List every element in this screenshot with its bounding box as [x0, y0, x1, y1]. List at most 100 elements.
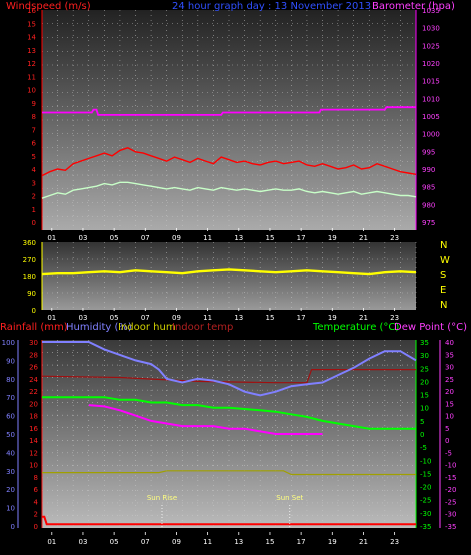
temp-ytick-0: 0	[420, 431, 424, 439]
rain-ytick-18: 18	[29, 413, 38, 421]
direction-x-tick-23: 23	[390, 314, 399, 322]
direction-x-tick-09: 09	[172, 314, 181, 322]
wind-x-tick-19: 19	[328, 234, 337, 242]
lower-ylabel-3: Indoor temp	[172, 322, 233, 333]
temp-ytick--10: -10	[420, 457, 431, 465]
humidity-ytick-100: 100	[2, 339, 15, 347]
temp-x-tick-05: 05	[110, 538, 119, 546]
dew-ytick--25: -25	[445, 498, 456, 506]
rain-ytick-6: 6	[34, 486, 39, 494]
temp-x-tick-21: 21	[359, 538, 368, 546]
wind-ytick-9: 9	[32, 100, 36, 108]
series-indoor-humidity	[42, 470, 416, 476]
direction-ytick-0: 0	[32, 307, 36, 315]
direction-x-tick-03: 03	[78, 314, 87, 322]
wind-x-tick-15: 15	[265, 234, 274, 242]
baro-ytick-1000: 1000	[422, 131, 440, 139]
wind-x-tick-03: 03	[78, 234, 87, 242]
temp-x-tick-01: 01	[47, 538, 56, 546]
temp-x-tick-11: 11	[203, 538, 212, 546]
direction-x-tick-19: 19	[328, 314, 337, 322]
rain-ytick-2: 2	[34, 511, 38, 519]
compass-label-E: E	[440, 285, 446, 296]
wind-ytick-1: 1	[32, 206, 36, 214]
wind-x-tick-23: 23	[390, 234, 399, 242]
baro-ytick-1010: 1010	[422, 95, 440, 103]
wind-ytick-7: 7	[32, 126, 36, 134]
series-dew-point	[88, 404, 323, 435]
lower-ylabel-1: Humidity (%)	[66, 322, 132, 333]
humidity-ytick-20: 20	[6, 486, 15, 494]
temp-x-tick-19: 19	[328, 538, 337, 546]
wind-x-tick-21: 21	[359, 234, 368, 242]
temp-x-tick-23: 23	[390, 538, 399, 546]
wind-ytick-2: 2	[32, 193, 36, 201]
compass-label-N: N	[440, 300, 447, 311]
baro-ytick-980: 980	[422, 201, 435, 209]
compass-label-N: N	[440, 240, 447, 251]
wind-ytick-15: 15	[27, 20, 36, 28]
dew-ytick-0: 0	[445, 437, 449, 445]
wind-x-tick-05: 05	[110, 234, 119, 242]
series-rainfall	[42, 515, 416, 526]
dewpoint-ylabel: Dew Point (°C)	[394, 322, 467, 333]
temp-ytick-35: 35	[420, 339, 429, 347]
temp-ytick--35: -35	[420, 523, 431, 531]
dew-ytick--15: -15	[445, 474, 456, 482]
baro-ytick-985: 985	[422, 184, 435, 192]
baro-ylabel: Barometer (hpa)	[372, 1, 455, 12]
wind-ytick-5: 5	[32, 153, 36, 161]
wind-x-tick-07: 07	[141, 234, 150, 242]
wind-ytick-3: 3	[32, 179, 36, 187]
direction-x-tick-21: 21	[359, 314, 368, 322]
temp-x-tick-15: 15	[265, 538, 274, 546]
wind-x-tick-13: 13	[234, 234, 243, 242]
baro-ytick-975: 975	[422, 219, 435, 227]
rain-ytick-12: 12	[29, 449, 38, 457]
rain-ytick-24: 24	[29, 376, 38, 384]
temp-x-tick-03: 03	[78, 538, 87, 546]
humidity-ytick-40: 40	[6, 449, 15, 457]
humidity-ytick-80: 80	[6, 376, 15, 384]
baro-ytick-1020: 1020	[422, 60, 440, 68]
baro-ytick-1005: 1005	[422, 113, 440, 121]
rain-ytick-8: 8	[34, 474, 38, 482]
direction-ytick-90: 90	[27, 290, 36, 298]
dew-ytick--35: -35	[445, 523, 456, 531]
rain-ytick-30: 30	[29, 339, 38, 347]
wind-ytick-6: 6	[32, 140, 37, 148]
temp-ytick-20: 20	[420, 378, 429, 386]
temp-ytick-10: 10	[420, 405, 429, 413]
humidity-ytick-90: 90	[6, 357, 15, 365]
temp-ytick--25: -25	[420, 497, 431, 505]
humidity-ytick-50: 50	[6, 431, 15, 439]
dew-ytick--30: -30	[445, 511, 456, 519]
direction-x-tick-07: 07	[141, 314, 150, 322]
rain-ytick-16: 16	[29, 425, 38, 433]
wind-ytick-0: 0	[32, 219, 36, 227]
humidity-ytick-60: 60	[6, 413, 15, 421]
humidity-ytick-70: 70	[6, 394, 15, 402]
sunrise-label: Sun Rise	[147, 494, 177, 502]
temp-plot-area	[42, 340, 416, 528]
rain-ytick-14: 14	[29, 437, 38, 445]
rain-ytick-28: 28	[29, 351, 38, 359]
wind-ytick-8: 8	[32, 113, 36, 121]
wind-x-tick-09: 09	[172, 234, 181, 242]
dew-ytick-30: 30	[445, 364, 454, 372]
wind-x-tick-01: 01	[47, 234, 56, 242]
direction-x-tick-17: 17	[297, 314, 306, 322]
baro-ytick-995: 995	[422, 148, 435, 156]
rain-ytick-22: 22	[29, 388, 38, 396]
direction-ytick-360: 360	[23, 239, 36, 247]
compass-label-S: S	[440, 270, 446, 281]
baro-ytick-1015: 1015	[422, 78, 440, 86]
direction-x-tick-13: 13	[234, 314, 243, 322]
humidity-ytick-10: 10	[6, 505, 15, 513]
dew-ytick-40: 40	[445, 339, 454, 347]
dew-ytick-35: 35	[445, 351, 454, 359]
dew-ytick-10: 10	[445, 413, 454, 421]
lower-ylabel-0: Rainfall (mm)	[0, 322, 68, 333]
direction-x-tick-15: 15	[265, 314, 274, 322]
